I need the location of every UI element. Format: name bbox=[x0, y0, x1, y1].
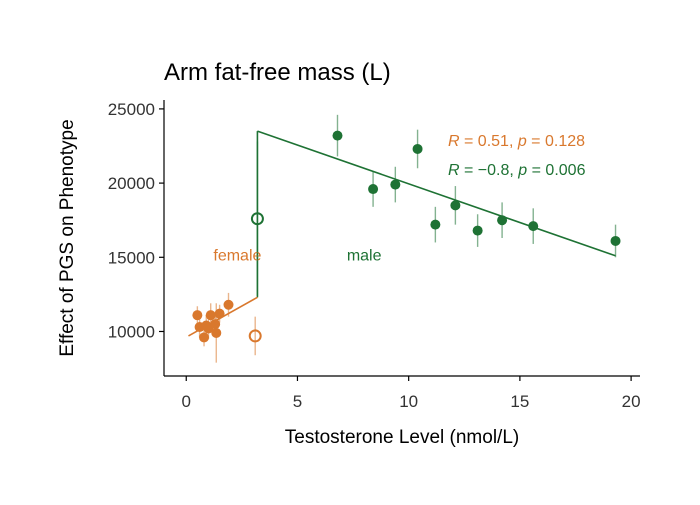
x-tick-label: 15 bbox=[510, 392, 529, 411]
female-stat-annotation: R = 0.51, p = 0.128 bbox=[448, 133, 585, 150]
female-point bbox=[211, 327, 222, 338]
y-tick-label: 20000 bbox=[108, 174, 155, 193]
female-point bbox=[205, 310, 216, 321]
y-tick-label: 10000 bbox=[108, 322, 155, 341]
male-point bbox=[528, 221, 539, 232]
female-point bbox=[210, 319, 221, 330]
female-point bbox=[223, 299, 234, 310]
female-point bbox=[214, 308, 225, 319]
y-axis-label: Effect of PGS on Phenotype bbox=[57, 119, 78, 356]
male-stat-annotation: R = −0.8, p = 0.006 bbox=[448, 162, 586, 179]
x-tick-label: 20 bbox=[622, 392, 641, 411]
x-tick-label: 10 bbox=[399, 392, 418, 411]
male-point bbox=[450, 200, 461, 211]
male-outlier-point bbox=[250, 212, 264, 226]
female-outlier-point bbox=[248, 329, 262, 343]
x-tick-label: 5 bbox=[293, 392, 302, 411]
x-axis-label: Testosterone Level (nmol/L) bbox=[285, 427, 519, 448]
chart-title: Arm fat-free mass (L) bbox=[164, 59, 391, 86]
female-point bbox=[192, 310, 203, 321]
male-point bbox=[472, 225, 483, 236]
y-tick-label: 15000 bbox=[108, 248, 155, 267]
male-point bbox=[332, 130, 343, 141]
male-point bbox=[412, 143, 423, 154]
y-tick-label: 25000 bbox=[108, 100, 155, 119]
male-point bbox=[430, 219, 441, 230]
male-point bbox=[610, 235, 621, 246]
x-tick-label: 0 bbox=[182, 392, 191, 411]
male-point bbox=[390, 179, 401, 190]
plot-area: 0 5 10 15 20 10000 15000 20000 25000 female male R … bbox=[108, 100, 641, 411]
male-point bbox=[368, 184, 379, 195]
male-group-label: male bbox=[347, 247, 382, 264]
male-point bbox=[497, 215, 508, 226]
female-point bbox=[199, 332, 210, 343]
female-group-label: female bbox=[213, 247, 261, 264]
male-fit-line bbox=[257, 130, 616, 257]
